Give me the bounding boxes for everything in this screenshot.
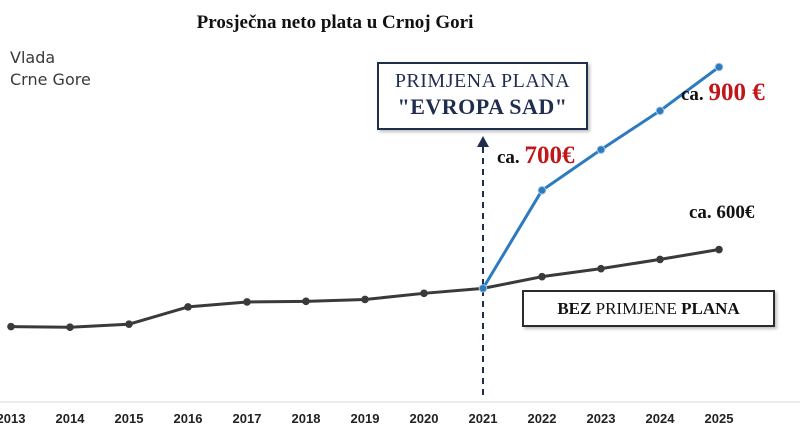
x-tick-label: 2015	[115, 411, 144, 426]
bez-bold-1: BEZ	[557, 299, 592, 318]
x-tick-label: 2013	[0, 411, 25, 426]
series-0-point-2017	[243, 298, 251, 306]
data-label-600: ca. 600€	[689, 202, 755, 223]
x-tick-label: 2021	[469, 411, 498, 426]
data-label-700-value: 700€	[524, 142, 575, 169]
reference-line-layer	[477, 136, 489, 396]
no-plan-annotation-box: BEZ PRIMJENE PLANA	[522, 290, 775, 327]
series-1-point-2025	[714, 62, 724, 72]
x-tick-label: 2023	[587, 411, 616, 426]
series-1-point-2021	[478, 284, 488, 293]
series-0-point-2018	[302, 297, 310, 306]
series-0-point-2023	[597, 264, 605, 273]
x-tick-label: 2022	[528, 411, 557, 426]
x-tick-label: 2017	[233, 411, 262, 426]
plan-annotation-box: PRIMJENA PLANA "EVROPA SAD"	[377, 62, 588, 130]
series-0-point-2014	[66, 323, 74, 332]
series-0-point-2022	[538, 272, 546, 281]
x-tick-label: 2018	[292, 411, 321, 426]
x-tick-label: 2014	[56, 411, 86, 426]
chart-title: Prosječna neto plata u Crnoj Gori	[196, 12, 474, 33]
x-tick-label: 2020	[410, 411, 439, 426]
series-1-point-2023	[596, 145, 606, 154]
data-label-900-prefix: ca.	[681, 84, 709, 105]
data-label-900: ca. 900 €	[681, 79, 765, 107]
bez-middle: PRIMJENE	[591, 299, 682, 318]
reference-arrow-head	[477, 136, 489, 147]
series-0-point-2020	[420, 289, 428, 298]
series-0-point-2019	[361, 295, 369, 304]
x-tick-labels: 2013 2014 2015 2016 2017 2018 2019 2020 2021 2022…	[0, 411, 733, 426]
series-0-point-2013	[7, 322, 15, 331]
plan-box-line1: PRIMJENA PLANA	[394, 70, 571, 92]
plan-box-line2: "EVROPA SAD"	[397, 94, 568, 119]
bez-bold-2: PLANA	[681, 299, 740, 318]
data-label-700: ca. 700€	[497, 142, 574, 170]
series-0-point-2024	[656, 255, 664, 264]
data-label-700-prefix: ca.	[497, 147, 525, 168]
x-tick-label: 2024	[646, 411, 676, 426]
x-tick-label: 2019	[351, 411, 380, 426]
series-layer	[7, 62, 724, 332]
x-tick-label: 2025	[705, 411, 734, 426]
org-label-line2: Crne Gore	[10, 70, 91, 89]
series-0-point-2015	[125, 320, 133, 328]
series-1-point-2022	[537, 186, 547, 195]
series-0-point-2016	[184, 303, 192, 311]
series-0-point-2025	[715, 245, 723, 254]
x-tick-label: 2016	[174, 411, 203, 426]
data-label-900-value: 900 €	[708, 79, 765, 106]
org-label-line1: Vlada	[10, 48, 56, 67]
org-label: Vlada Crne Gore	[10, 47, 91, 91]
series-1-point-2024	[655, 106, 665, 116]
